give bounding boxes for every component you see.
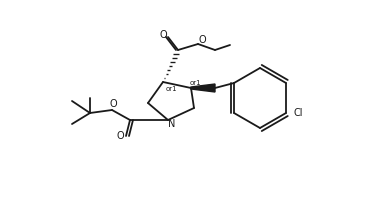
Text: O: O bbox=[116, 131, 124, 141]
Text: N: N bbox=[168, 119, 176, 129]
Text: O: O bbox=[109, 99, 117, 109]
Text: or1: or1 bbox=[189, 80, 201, 86]
Text: Cl: Cl bbox=[293, 108, 303, 118]
Text: O: O bbox=[198, 35, 206, 45]
Text: or1: or1 bbox=[165, 86, 177, 92]
Polygon shape bbox=[191, 84, 215, 92]
Text: O: O bbox=[159, 30, 167, 40]
